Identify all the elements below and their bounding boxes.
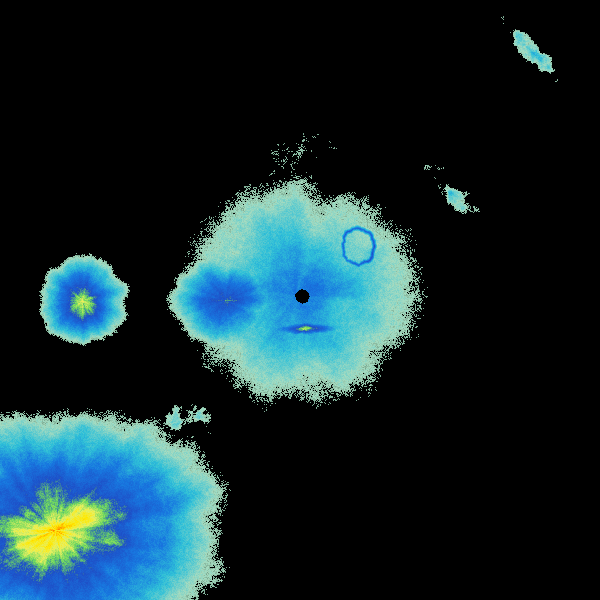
- radar-reflectivity-canvas: [0, 0, 600, 600]
- radar-image-viewport: [0, 0, 600, 600]
